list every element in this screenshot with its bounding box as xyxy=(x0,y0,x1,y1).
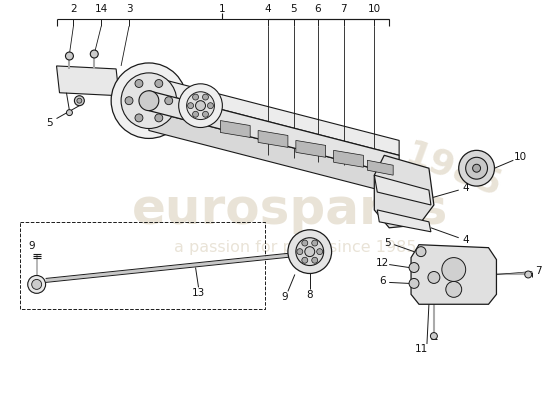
Polygon shape xyxy=(375,175,431,205)
Circle shape xyxy=(302,240,308,246)
Circle shape xyxy=(428,272,440,284)
Circle shape xyxy=(297,249,303,255)
Circle shape xyxy=(165,97,173,105)
Text: 3: 3 xyxy=(126,4,133,14)
Circle shape xyxy=(111,63,186,138)
Text: 10: 10 xyxy=(514,152,527,162)
Text: 4: 4 xyxy=(265,4,271,14)
Polygon shape xyxy=(149,111,399,195)
Polygon shape xyxy=(57,66,119,96)
Text: 2: 2 xyxy=(70,4,76,14)
Text: 11: 11 xyxy=(414,344,427,354)
Circle shape xyxy=(472,164,481,172)
Circle shape xyxy=(135,114,143,122)
Text: 13: 13 xyxy=(192,288,205,298)
Circle shape xyxy=(74,96,84,106)
Text: 7: 7 xyxy=(340,4,347,14)
Text: 12: 12 xyxy=(376,258,389,268)
Text: eurospares: eurospares xyxy=(131,186,448,234)
Circle shape xyxy=(431,332,437,340)
Polygon shape xyxy=(221,120,250,138)
Circle shape xyxy=(302,257,308,263)
Polygon shape xyxy=(375,155,434,228)
Polygon shape xyxy=(377,210,431,232)
Circle shape xyxy=(525,271,532,278)
Circle shape xyxy=(28,276,46,293)
Circle shape xyxy=(155,80,163,88)
Circle shape xyxy=(305,247,315,257)
Circle shape xyxy=(121,73,177,128)
Polygon shape xyxy=(411,245,497,304)
Circle shape xyxy=(135,80,143,88)
Circle shape xyxy=(155,114,163,122)
Circle shape xyxy=(202,94,208,100)
Circle shape xyxy=(446,282,461,297)
Text: 6: 6 xyxy=(315,4,321,14)
Circle shape xyxy=(312,240,318,246)
Circle shape xyxy=(459,150,494,186)
Text: 8: 8 xyxy=(306,290,313,300)
Circle shape xyxy=(317,249,323,255)
Circle shape xyxy=(288,230,332,274)
Circle shape xyxy=(312,257,318,263)
Circle shape xyxy=(409,262,419,272)
Polygon shape xyxy=(149,91,399,175)
Text: 5: 5 xyxy=(290,4,297,14)
Circle shape xyxy=(192,94,199,100)
Circle shape xyxy=(409,278,419,288)
Circle shape xyxy=(188,103,194,109)
Text: 5: 5 xyxy=(384,238,390,248)
Text: 7: 7 xyxy=(535,266,541,276)
Polygon shape xyxy=(149,76,399,155)
Text: 9: 9 xyxy=(282,292,288,302)
Circle shape xyxy=(32,280,42,289)
Text: 4: 4 xyxy=(463,235,469,245)
Circle shape xyxy=(90,50,98,58)
Circle shape xyxy=(416,247,426,257)
Text: 9: 9 xyxy=(29,241,35,251)
Text: 6: 6 xyxy=(379,276,386,286)
Text: a passion for parts since 1985: a passion for parts since 1985 xyxy=(174,240,416,255)
Circle shape xyxy=(192,111,199,117)
Circle shape xyxy=(77,98,82,103)
Circle shape xyxy=(296,238,323,266)
Polygon shape xyxy=(296,140,326,157)
Circle shape xyxy=(65,52,73,60)
Polygon shape xyxy=(334,150,364,167)
Circle shape xyxy=(202,111,208,117)
Circle shape xyxy=(442,258,466,282)
Text: 5: 5 xyxy=(46,118,53,128)
Polygon shape xyxy=(258,130,288,147)
Text: 10: 10 xyxy=(368,4,381,14)
Text: 1: 1 xyxy=(219,4,225,14)
Circle shape xyxy=(186,92,214,120)
Circle shape xyxy=(196,101,206,111)
Circle shape xyxy=(125,97,133,105)
Circle shape xyxy=(139,91,159,111)
Polygon shape xyxy=(367,160,393,175)
Circle shape xyxy=(466,157,487,179)
Circle shape xyxy=(179,84,222,128)
Text: 4: 4 xyxy=(463,183,469,193)
Text: 14: 14 xyxy=(95,4,108,14)
Text: 1985: 1985 xyxy=(400,137,507,203)
Circle shape xyxy=(67,110,73,116)
Circle shape xyxy=(207,103,213,109)
